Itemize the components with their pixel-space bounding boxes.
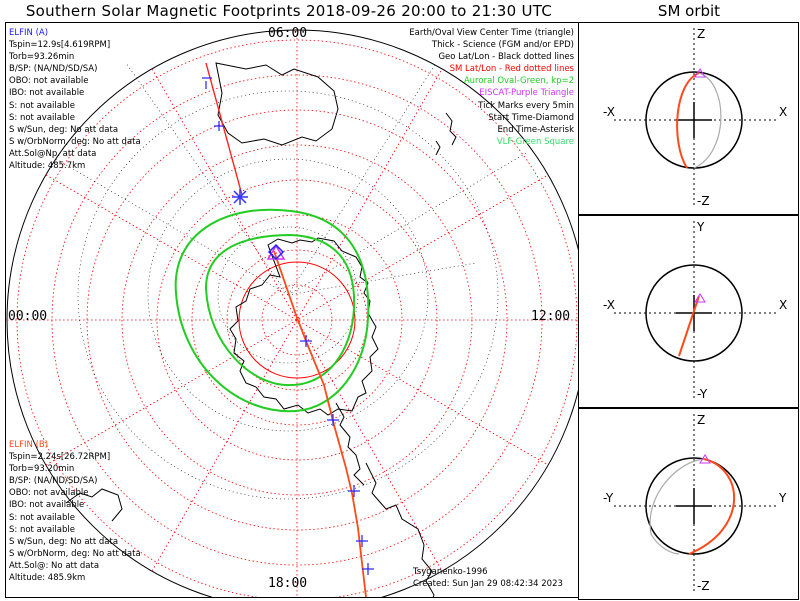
elfin-b-line: Altitude: 485.9km: [9, 573, 86, 584]
elfin-b-line: Torb=93.20min: [9, 464, 75, 475]
axis-label: Z: [697, 27, 706, 41]
legend-item: Start Time-Diamond: [488, 112, 574, 123]
legend-item: SM Lat/Lon - Red dotted lines: [449, 64, 574, 75]
africa-coastline: [65, 488, 123, 522]
legend-item: Geo Lat/Lon - Black dotted lines: [438, 52, 574, 63]
axis-label: -Z: [697, 579, 710, 593]
polar-plot-svg: [6, 29, 588, 601]
axis-label: Y: [697, 220, 705, 234]
sm-panel-yz: Z -Z -Y Y: [578, 408, 799, 600]
axis-label: -Y: [697, 387, 708, 401]
sm-panel-xz-svg: [614, 28, 779, 208]
sm-panel-xy: Y -Y -X X: [578, 215, 799, 408]
elfin-b-line: S w/OrbNorm, deg: No att data: [9, 548, 141, 559]
elfin-b-name: ELFIN (B): [9, 440, 49, 450]
sm-inner-circle: [238, 261, 356, 379]
axis-label: -Z: [697, 194, 710, 208]
legend-item: EISCAT-Purple Triangle: [479, 88, 574, 99]
geo-longitude-grid: [45, 62, 527, 296]
elfin-a-line: Tspin=12.9s[4.619RPM]: [9, 40, 111, 51]
credits: Tsyganenko-1996 Created: Sun Jan 29 08:4…: [413, 566, 563, 590]
antarctica-coastline: [229, 237, 379, 416]
plot-title: Southern Solar Magnetic Footprints 2018-…: [25, 2, 553, 20]
orbit-panel-title: SM orbit: [657, 2, 721, 20]
elfin-a-line: Altitude: 485.7km: [9, 161, 86, 172]
auroral-oval: [174, 208, 370, 413]
elfin-b-line: Tspin=2.24s[26.72RPM]: [9, 452, 111, 463]
elfin-b-line: S: not available: [9, 512, 75, 523]
axis-label: X: [779, 298, 788, 312]
elfin-a-line: OBO: not available: [9, 76, 89, 87]
elfin-b-line: S: not available: [9, 524, 75, 535]
legend-item: Auroral Oval-Green, kp=2: [463, 76, 574, 87]
elfin-b-line: S w/Sun, deg: No att data: [9, 536, 119, 547]
mlt-label-top: 06:00: [268, 26, 308, 41]
axis-label: X: [779, 105, 788, 119]
australia-coastline: [215, 62, 339, 146]
elfin-b-info: ELFIN (B) Tspin=2.24s[26.72RPM] Torb=93.…: [9, 439, 141, 584]
mlt-label-right: 12:00: [531, 309, 571, 324]
elfin-a-info: ELFIN (A) Tspin=12.9s[4.619RPM] Torb=93.…: [9, 27, 141, 172]
sm-orbit-panels: Z -Z -X X Y -Y -X X Z: [578, 22, 800, 600]
sm-panel-yz-svg: [614, 414, 779, 594]
mlt-label-left: 00:00: [8, 309, 48, 324]
elfin-b-track: [266, 243, 374, 598]
model-label: Tsyganenko-1996: [413, 567, 488, 577]
elfin-a-line: B/SP: (NA/ND/SD/SA): [9, 64, 98, 75]
axis-label: -X: [603, 298, 615, 312]
legend-item: Tick Marks every 5min: [478, 100, 574, 111]
antarctic-peninsula: [335, 402, 365, 486]
polar-footprint-plot: [5, 22, 588, 601]
elfin-a-track: [202, 62, 248, 205]
elfin-a-line: IBO: not available: [9, 88, 85, 99]
elfin-b-line: B/SP: (NA/ND/SD/SA): [9, 476, 98, 487]
elfin-a-line: S w/Sun, deg: No att data: [9, 124, 119, 135]
elfin-a-line: Torb=93.26min: [9, 52, 75, 63]
sm-longitude-grid: [7, 30, 587, 601]
new-zealand-coastline: [435, 112, 457, 156]
elfin-a-line: S: not available: [9, 112, 75, 123]
elfin-b-start-diamond: [267, 243, 285, 261]
axis-label: Z: [697, 413, 706, 427]
legend-item: VLF-Green Square: [496, 136, 574, 147]
sm-panel-xy-svg: [614, 221, 779, 401]
elfin-a-name: ELFIN (A): [9, 28, 49, 38]
south-america-coastline: [365, 462, 435, 601]
axis-label: -Y: [603, 491, 614, 505]
created-timestamp: Created: Sun Jan 29 08:42:34 2023: [413, 579, 563, 589]
axis-label: -X: [603, 105, 615, 119]
elfin-b-line: Att.Sol@: No att data: [9, 560, 100, 571]
legend-item: End Time-Asterisk: [497, 124, 574, 135]
elfin-a-line: S: not available: [9, 100, 75, 111]
geo-latitude-grid: [77, 90, 499, 500]
elfin-a-line: S w/OrbNorm, deg: No att data: [9, 136, 141, 147]
legend-item: Earth/Oval View Center Time (triangle): [409, 28, 574, 38]
mlt-label-bottom: 18:00: [268, 576, 308, 591]
elfin-b-line: OBO: not available: [9, 488, 89, 499]
axis-label: Y: [779, 491, 787, 505]
legend-item: Thick - Science (FGM and/or EPD): [431, 40, 574, 51]
elfin-a-end-asterisk: [232, 189, 248, 205]
sm-panel-xz: Z -Z -X X: [578, 22, 799, 215]
elfin-b-line: IBO: not available: [9, 500, 85, 511]
legend: Earth/Oval View Center Time (triangle) T…: [409, 27, 574, 148]
elfin-a-line: Att.Sol@Np. att data: [9, 148, 97, 159]
